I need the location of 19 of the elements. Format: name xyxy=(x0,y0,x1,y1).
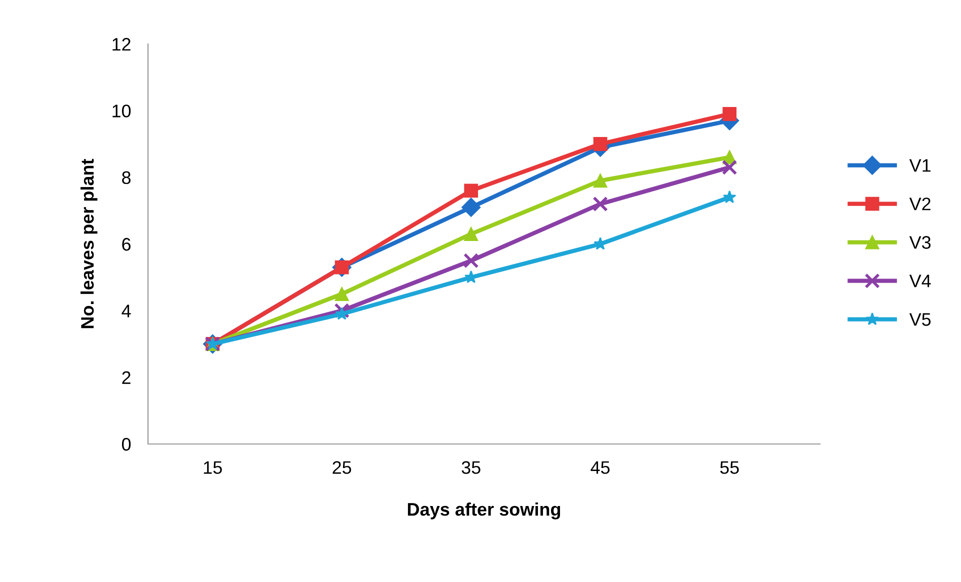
legend-label: V3 xyxy=(909,236,931,249)
y-tick-label: 4 xyxy=(122,304,131,318)
legend-label: V4 xyxy=(909,274,931,288)
y-tick-label: 8 xyxy=(122,171,131,184)
x-tick-label: 45 xyxy=(590,461,610,474)
legend-label: V2 xyxy=(909,198,930,210)
x-tick-label: 35 xyxy=(462,461,480,474)
x-tick-label: 55 xyxy=(720,461,739,474)
y-tick-label: 12 xyxy=(112,38,130,51)
y-axis-title: No. leaves per plant xyxy=(80,158,98,328)
y-tick-label: 6 xyxy=(122,238,131,251)
x-tick-label: 15 xyxy=(204,461,222,474)
legend-label: V5 xyxy=(909,313,931,326)
x-tick-label: 25 xyxy=(332,461,352,474)
legend-label: V1 xyxy=(909,159,930,172)
y-tick-label: 10 xyxy=(112,104,131,118)
x-axis-title: Days after sowing xyxy=(408,502,560,520)
y-tick-label: 0 xyxy=(122,438,131,451)
y-tick-label: 2 xyxy=(122,371,130,384)
